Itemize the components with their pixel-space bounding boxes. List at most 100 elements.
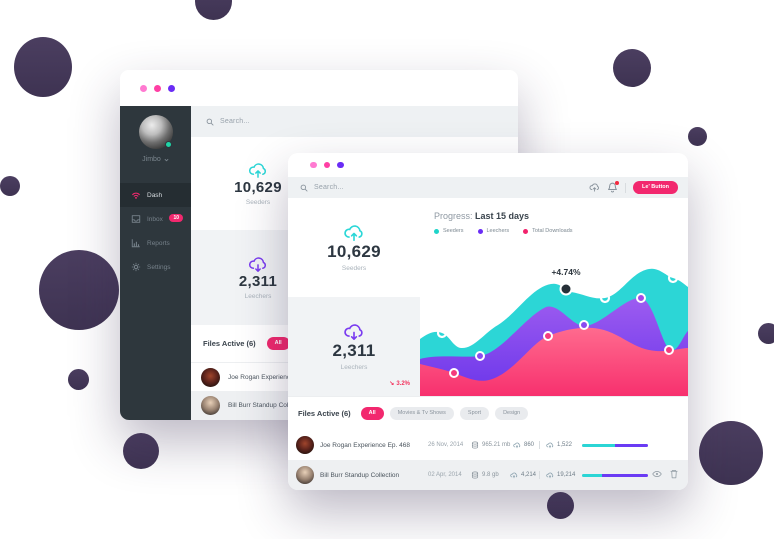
table-row[interactable]: Joe Rogan Experience Ep. 468 26 Nov, 201… <box>288 430 688 460</box>
sidebar-item-dash[interactable]: Dash <box>120 183 191 207</box>
progress-bar <box>582 443 648 447</box>
table-row[interactable]: Bill Burr Standup Collection 02 Apr, 201… <box>288 460 688 490</box>
seeders-label: Seeders <box>245 198 271 206</box>
reports-icon <box>131 238 141 248</box>
leechers-label: Leechers <box>340 363 368 371</box>
data-point[interactable] <box>636 293 646 303</box>
inbox-icon <box>131 214 141 224</box>
data-point[interactable] <box>475 351 485 361</box>
legend-downloads: Total Downloads <box>523 228 573 234</box>
progress-seeded <box>582 443 615 447</box>
sidebar-item-label: Reports <box>147 239 170 247</box>
sidebar-item-label: Dash <box>147 191 163 199</box>
window-dot-pink[interactable] <box>310 161 317 169</box>
file-title: Bill Burr Standup Collection <box>228 402 308 409</box>
bg-circle <box>123 433 159 469</box>
sidebar-item-settings[interactable]: Settings <box>120 255 191 279</box>
user-name[interactable]: Jimbo <box>142 156 169 163</box>
filter-pill-movies[interactable]: Movies & Tv Shows <box>389 407 454 420</box>
search-placeholder: Search... <box>314 184 344 191</box>
data-point[interactable] <box>599 292 611 304</box>
bg-circle <box>688 127 707 146</box>
search-bar[interactable]: Search... <box>191 106 518 137</box>
legend-dot-teal <box>434 228 439 234</box>
files-active-title: Files Active (6) <box>203 339 256 348</box>
upload-icon[interactable] <box>589 182 600 193</box>
bg-circle <box>613 49 651 87</box>
divider <box>539 441 540 449</box>
search-bar[interactable]: Search... Le' Button <box>288 177 688 198</box>
bell-icon[interactable] <box>607 181 620 193</box>
data-point[interactable] <box>664 345 674 355</box>
legend-dot-pink <box>523 228 529 234</box>
bg-circle <box>68 369 89 390</box>
progress-remaining <box>601 473 648 477</box>
file-title: Joe Rogan Experience Ep. 468 <box>320 441 410 449</box>
progress-bar <box>582 473 648 477</box>
highlighted-data-point[interactable] <box>559 282 573 296</box>
cloud-upload-icon <box>510 472 518 478</box>
files-active-title: Files Active (6) <box>298 409 351 418</box>
search-icon <box>206 118 214 125</box>
bg-circle <box>14 37 72 97</box>
window-dot-magenta[interactable] <box>323 161 330 169</box>
cloud-download-icon <box>249 256 266 272</box>
filter-pill-all[interactable]: All <box>360 407 384 420</box>
seeders-label: Seeders <box>341 264 367 272</box>
search-icon <box>300 184 308 191</box>
sidebar: Jimbo Dash Inbox 10 <box>120 106 191 420</box>
window-dot-purple[interactable] <box>337 161 344 169</box>
file-avatar <box>201 367 220 387</box>
eye-icon[interactable] <box>652 469 662 479</box>
notification-dot <box>615 181 620 185</box>
divider <box>539 471 540 479</box>
seeds-count: 860 <box>513 442 534 449</box>
data-point[interactable] <box>543 331 553 341</box>
disk-icon <box>471 471 479 479</box>
cloud-upload-icon <box>546 472 554 478</box>
filter-pill-all[interactable]: All <box>266 337 290 350</box>
peers-count: 19,214 <box>546 472 575 479</box>
chevron-down-icon <box>164 158 169 161</box>
data-point[interactable] <box>579 320 589 330</box>
bg-circle <box>195 0 232 20</box>
dash-icon <box>131 190 141 200</box>
front-window-titlebar <box>288 153 688 177</box>
cloud-download-icon <box>344 323 363 340</box>
cloud-upload-icon <box>249 162 266 178</box>
le-button[interactable]: Le' Button <box>633 180 678 195</box>
bg-circle <box>39 250 119 330</box>
progress-seeded <box>582 473 602 477</box>
user-avatar[interactable] <box>138 115 173 149</box>
leechers-delta: ↘ 3.2% <box>389 380 410 388</box>
front-window: Search... Le' Button 10,629 Seeders <box>288 153 688 490</box>
divider <box>625 182 627 193</box>
file-size: 9.8 gb <box>471 471 499 479</box>
bg-circle <box>547 492 574 519</box>
bg-circle <box>0 176 20 196</box>
sidebar-menu: Dash Inbox 10 Reports <box>120 183 191 279</box>
legend-dot-purple <box>477 228 483 234</box>
legend-leechers: Leechers <box>477 228 509 234</box>
leechers-stat-card: 2,311 Leechers ↘ 3.2% <box>288 297 420 396</box>
seeders-value: 10,629 <box>234 178 282 196</box>
window-dot-pink[interactable] <box>140 84 147 92</box>
window-dot-purple[interactable] <box>168 84 175 92</box>
online-status-dot <box>164 141 172 148</box>
window-dot-magenta[interactable] <box>154 84 161 92</box>
cloud-upload-icon <box>546 442 554 448</box>
leechers-label: Leechers <box>244 292 272 300</box>
sidebar-item-inbox[interactable]: Inbox 10 <box>120 207 191 231</box>
data-point[interactable] <box>436 327 448 339</box>
data-point[interactable] <box>449 368 459 378</box>
trash-icon[interactable] <box>669 469 679 479</box>
area-chart: +4.74% <box>420 267 688 396</box>
seeders-stat-card: 10,629 Seeders <box>288 198 420 297</box>
peers-count: 1,522 <box>546 442 572 449</box>
filter-pill-design[interactable]: Design <box>495 407 529 420</box>
data-point[interactable] <box>667 272 679 284</box>
file-avatar <box>296 465 314 484</box>
file-date: 26 Nov, 2014 <box>428 442 464 448</box>
filter-pill-sport[interactable]: Sport <box>459 407 490 420</box>
sidebar-item-reports[interactable]: Reports <box>120 231 191 255</box>
